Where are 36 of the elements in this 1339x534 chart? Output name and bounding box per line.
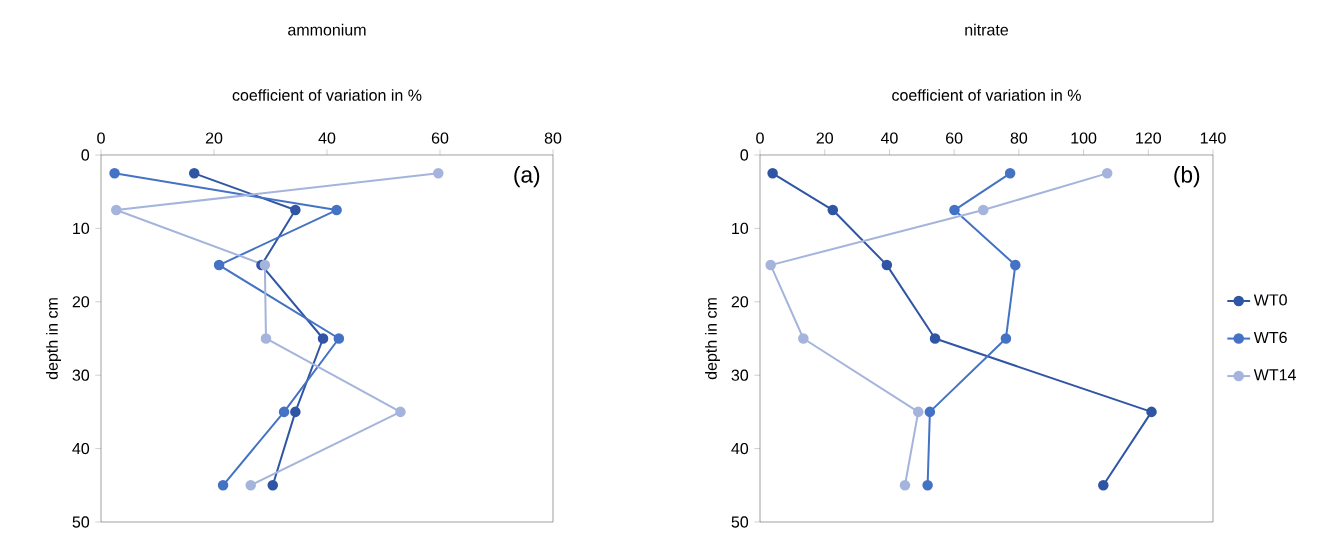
- y-tick-label: 20: [72, 296, 90, 308]
- x-tick-label: 120: [1136, 132, 1162, 144]
- y-tick-label: 0: [81, 149, 90, 161]
- x-tick-label: 0: [756, 132, 764, 144]
- x-axis-title: coefficient of variation in %: [892, 89, 1081, 101]
- chart-title: ammonium: [288, 23, 366, 36]
- y-tick-label: 10: [73, 222, 90, 235]
- y-tick-label: 50: [731, 516, 749, 528]
- y-tick-label: 50: [72, 516, 90, 528]
- y-tick-label: 30: [731, 369, 749, 381]
- x-tick-label: 60: [946, 132, 963, 144]
- annotation: (b): [1174, 166, 1200, 188]
- x-tick-label: 100: [1071, 132, 1097, 144]
- y-tick-label: 0: [740, 149, 749, 161]
- x-tick-label: 40: [318, 132, 336, 144]
- x-tick-label: 80: [1010, 132, 1028, 144]
- x-tick-label: 140: [1200, 132, 1226, 144]
- y-tick-label: 10: [732, 222, 749, 235]
- x-tick-label: 40: [880, 132, 898, 144]
- legend-label: WT6: [1253, 331, 1287, 344]
- y-axis-title: depth in cm: [705, 298, 720, 380]
- y-tick-label: 40: [731, 442, 749, 455]
- x-tick-label: 80: [544, 132, 562, 144]
- annotation: (a): [514, 166, 540, 188]
- chart-title: nitrate: [965, 23, 1009, 36]
- legend-label: WT0: [1253, 294, 1287, 306]
- x-tick-label: 60: [431, 132, 449, 144]
- y-tick-label: 40: [72, 442, 90, 455]
- x-tick-label: 20: [205, 132, 223, 144]
- legend-label: WT14: [1253, 369, 1296, 381]
- y-tick-label: 20: [731, 296, 749, 308]
- x-tick-label: 0: [97, 132, 105, 144]
- y-tick-label: 30: [72, 369, 90, 381]
- x-tick-label: 20: [816, 132, 833, 144]
- y-axis-title: depth in cm: [46, 298, 61, 380]
- x-axis-title: coefficient of variation in %: [232, 89, 422, 101]
